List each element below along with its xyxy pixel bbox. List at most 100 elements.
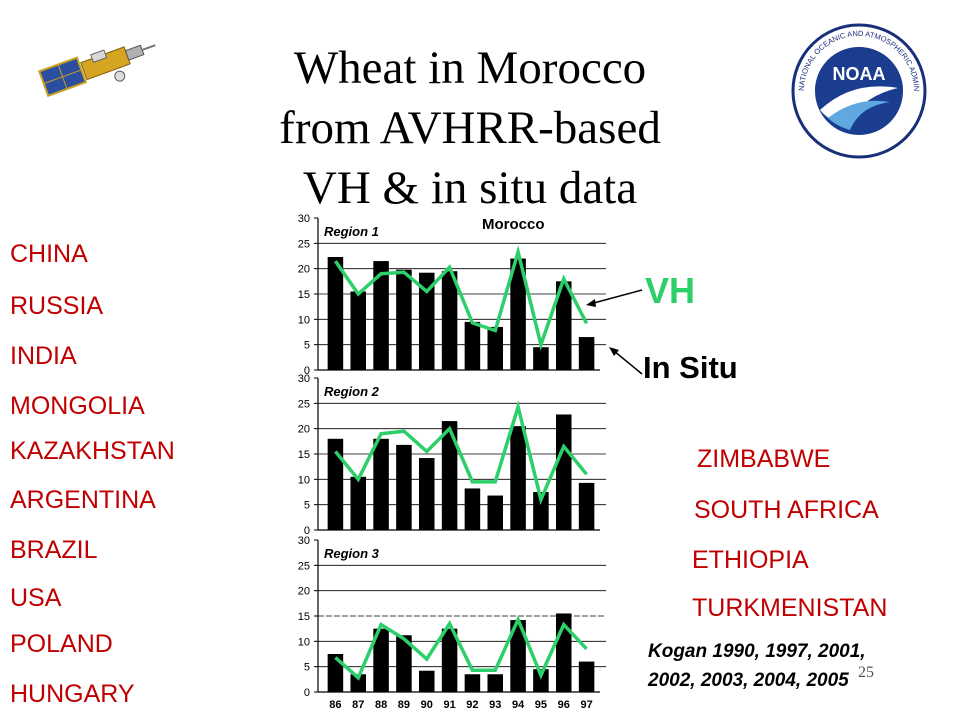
panel-2-bar	[327, 438, 344, 530]
panel-1-y-tick-label: 20	[298, 264, 310, 276]
panel-3-y-tick-label: 25	[298, 560, 310, 572]
panel-3-y-tick-label: 0	[304, 687, 310, 699]
panel-3-bar	[533, 669, 549, 692]
citation-line-1: Kogan 1990, 1997, 2001,	[648, 641, 866, 662]
panel-1-bar	[578, 337, 595, 370]
panel-1-y-tick-label: 30	[298, 213, 310, 225]
country-russia: RUSSIA	[10, 292, 104, 320]
satellite-image	[38, 44, 156, 98]
panel-2-y-tick-label: 30	[298, 373, 310, 385]
panel-2-bar	[373, 438, 389, 530]
panel-3-bar	[350, 674, 367, 692]
title-line-3: VH & in situ data	[302, 162, 638, 214]
panel-1-y-tick-label: 0	[304, 365, 310, 377]
noaa-logo-text: NOAA	[833, 64, 886, 84]
panel-2-bar	[464, 488, 481, 530]
panel-3-bar	[464, 674, 481, 692]
panel-3-bar	[327, 654, 344, 692]
panel-3-label: Region 3	[324, 546, 380, 561]
panel-1-bar	[510, 258, 526, 370]
panel-1-bar	[327, 257, 344, 370]
panel-1-y-tick-label: 5	[304, 340, 310, 352]
x-tick-label: 92	[466, 699, 478, 711]
country-south-africa: SOUTH AFRICA	[694, 496, 879, 524]
panel-3-y-tick-label: 15	[298, 611, 310, 623]
panel-1-vh-line	[333, 245, 589, 351]
panel-3-y-tick-label: 5	[304, 662, 310, 674]
panel-1-bar	[418, 272, 435, 370]
country-poland: POLAND	[10, 630, 113, 658]
panel-2-bar	[418, 458, 435, 530]
noaa-logo: NOAA NATIONAL OCEANIC AND ATMOSPHERIC AD…	[790, 22, 927, 159]
country-usa: USA	[10, 584, 62, 612]
panel-2-bar	[510, 426, 526, 530]
legend-in-situ: In Situ	[643, 350, 738, 385]
panel-3-vh-line	[334, 615, 588, 681]
title-line-2: from AVHRR-based	[279, 102, 661, 154]
panel-3-bar	[510, 620, 526, 692]
wheat-yield-chart: Morocco 0 5 10 15 20 25 30 Region 1 0 5 10 15 20 25 30 R…	[298, 213, 606, 711]
panel-2-y-tick-label: 20	[298, 424, 310, 436]
panel-3-bar	[578, 661, 595, 692]
panel-1-bar	[487, 326, 504, 370]
panel-2-bar	[487, 495, 504, 530]
panel-2-y-tick-label: 15	[298, 449, 310, 461]
panel-2-bar	[350, 476, 367, 530]
panel-2-y-tick-label: 25	[298, 398, 310, 410]
panel-2-bar	[578, 482, 595, 530]
country-brazil: BRAZIL	[10, 536, 98, 564]
country-argentina: ARGENTINA	[10, 486, 156, 514]
x-tick-label: 90	[421, 699, 433, 711]
country-kazakhstan: KAZAKHSTAN	[10, 437, 175, 465]
panel-1-bar	[533, 347, 549, 370]
country-mongolia: MONGOLIA	[10, 392, 145, 420]
panel-1-bar	[464, 321, 481, 370]
panel-3-y-tick-label: 10	[298, 636, 310, 648]
x-tick-label: 93	[489, 699, 501, 711]
x-tick-label: 91	[443, 699, 455, 711]
citation-line-2: 2002, 2003, 2004, 2005	[648, 670, 849, 691]
panel-3-y-tick-label: 30	[298, 535, 310, 547]
country-turkmenistan: TURKMENISTAN	[692, 594, 888, 622]
panel-1-y-tick-label: 25	[298, 238, 310, 250]
x-tick-label: 86	[329, 699, 341, 711]
legend-vh: VH	[645, 270, 696, 311]
panel-1-y-tick-label: 10	[298, 314, 310, 326]
panel-1-bar	[350, 291, 367, 370]
panel-1-bar	[555, 281, 572, 370]
citation: Kogan 1990, 1997, 2001, 2002, 2003, 2004…	[648, 637, 866, 695]
panel-3-bar	[396, 635, 412, 692]
chart-title: Morocco	[482, 216, 545, 233]
panel-3-bar	[418, 670, 435, 692]
country-hungary: HUNGARY	[10, 680, 135, 708]
panel-1-bar	[396, 269, 412, 370]
panel-2-y-tick-label: 10	[298, 474, 310, 486]
panel-2-bar	[533, 492, 549, 530]
country-zimbabwe: ZIMBABWE	[697, 445, 831, 473]
country-china: CHINA	[10, 240, 88, 268]
panel-3-bar	[441, 628, 458, 692]
panel-1-y-tick-label: 15	[298, 289, 310, 301]
x-tick-label: 87	[352, 699, 364, 711]
x-tick-label: 97	[580, 699, 592, 711]
panel-2-bar	[396, 444, 412, 530]
x-tick-label: 94	[512, 699, 525, 711]
title-line-1: Wheat in Morocco	[293, 42, 647, 94]
panel-2-y-tick-label: 5	[304, 500, 310, 512]
x-tick-label: 96	[558, 699, 570, 711]
x-tick-label: 95	[535, 699, 547, 711]
panel-2-bar	[555, 414, 572, 530]
slide-title: Wheat in Morocco from AVHRR-based VH & i…	[230, 38, 710, 218]
country-ethiopia: ETHIOPIA	[692, 546, 809, 574]
panel-1-bar	[373, 261, 389, 370]
panel-1-label: Region 1	[324, 224, 379, 239]
x-tick-label: 89	[398, 699, 410, 711]
panel-1-bar	[441, 271, 458, 370]
panel-2-label: Region 2	[324, 384, 380, 399]
panel-2-y-tick-label: 0	[304, 525, 310, 537]
panel-2-vh-line	[334, 400, 588, 506]
panel-3-bar	[373, 628, 389, 692]
page-number: 25	[858, 664, 874, 681]
legend-arrows	[586, 289, 643, 375]
panel-2-bar	[441, 421, 458, 530]
